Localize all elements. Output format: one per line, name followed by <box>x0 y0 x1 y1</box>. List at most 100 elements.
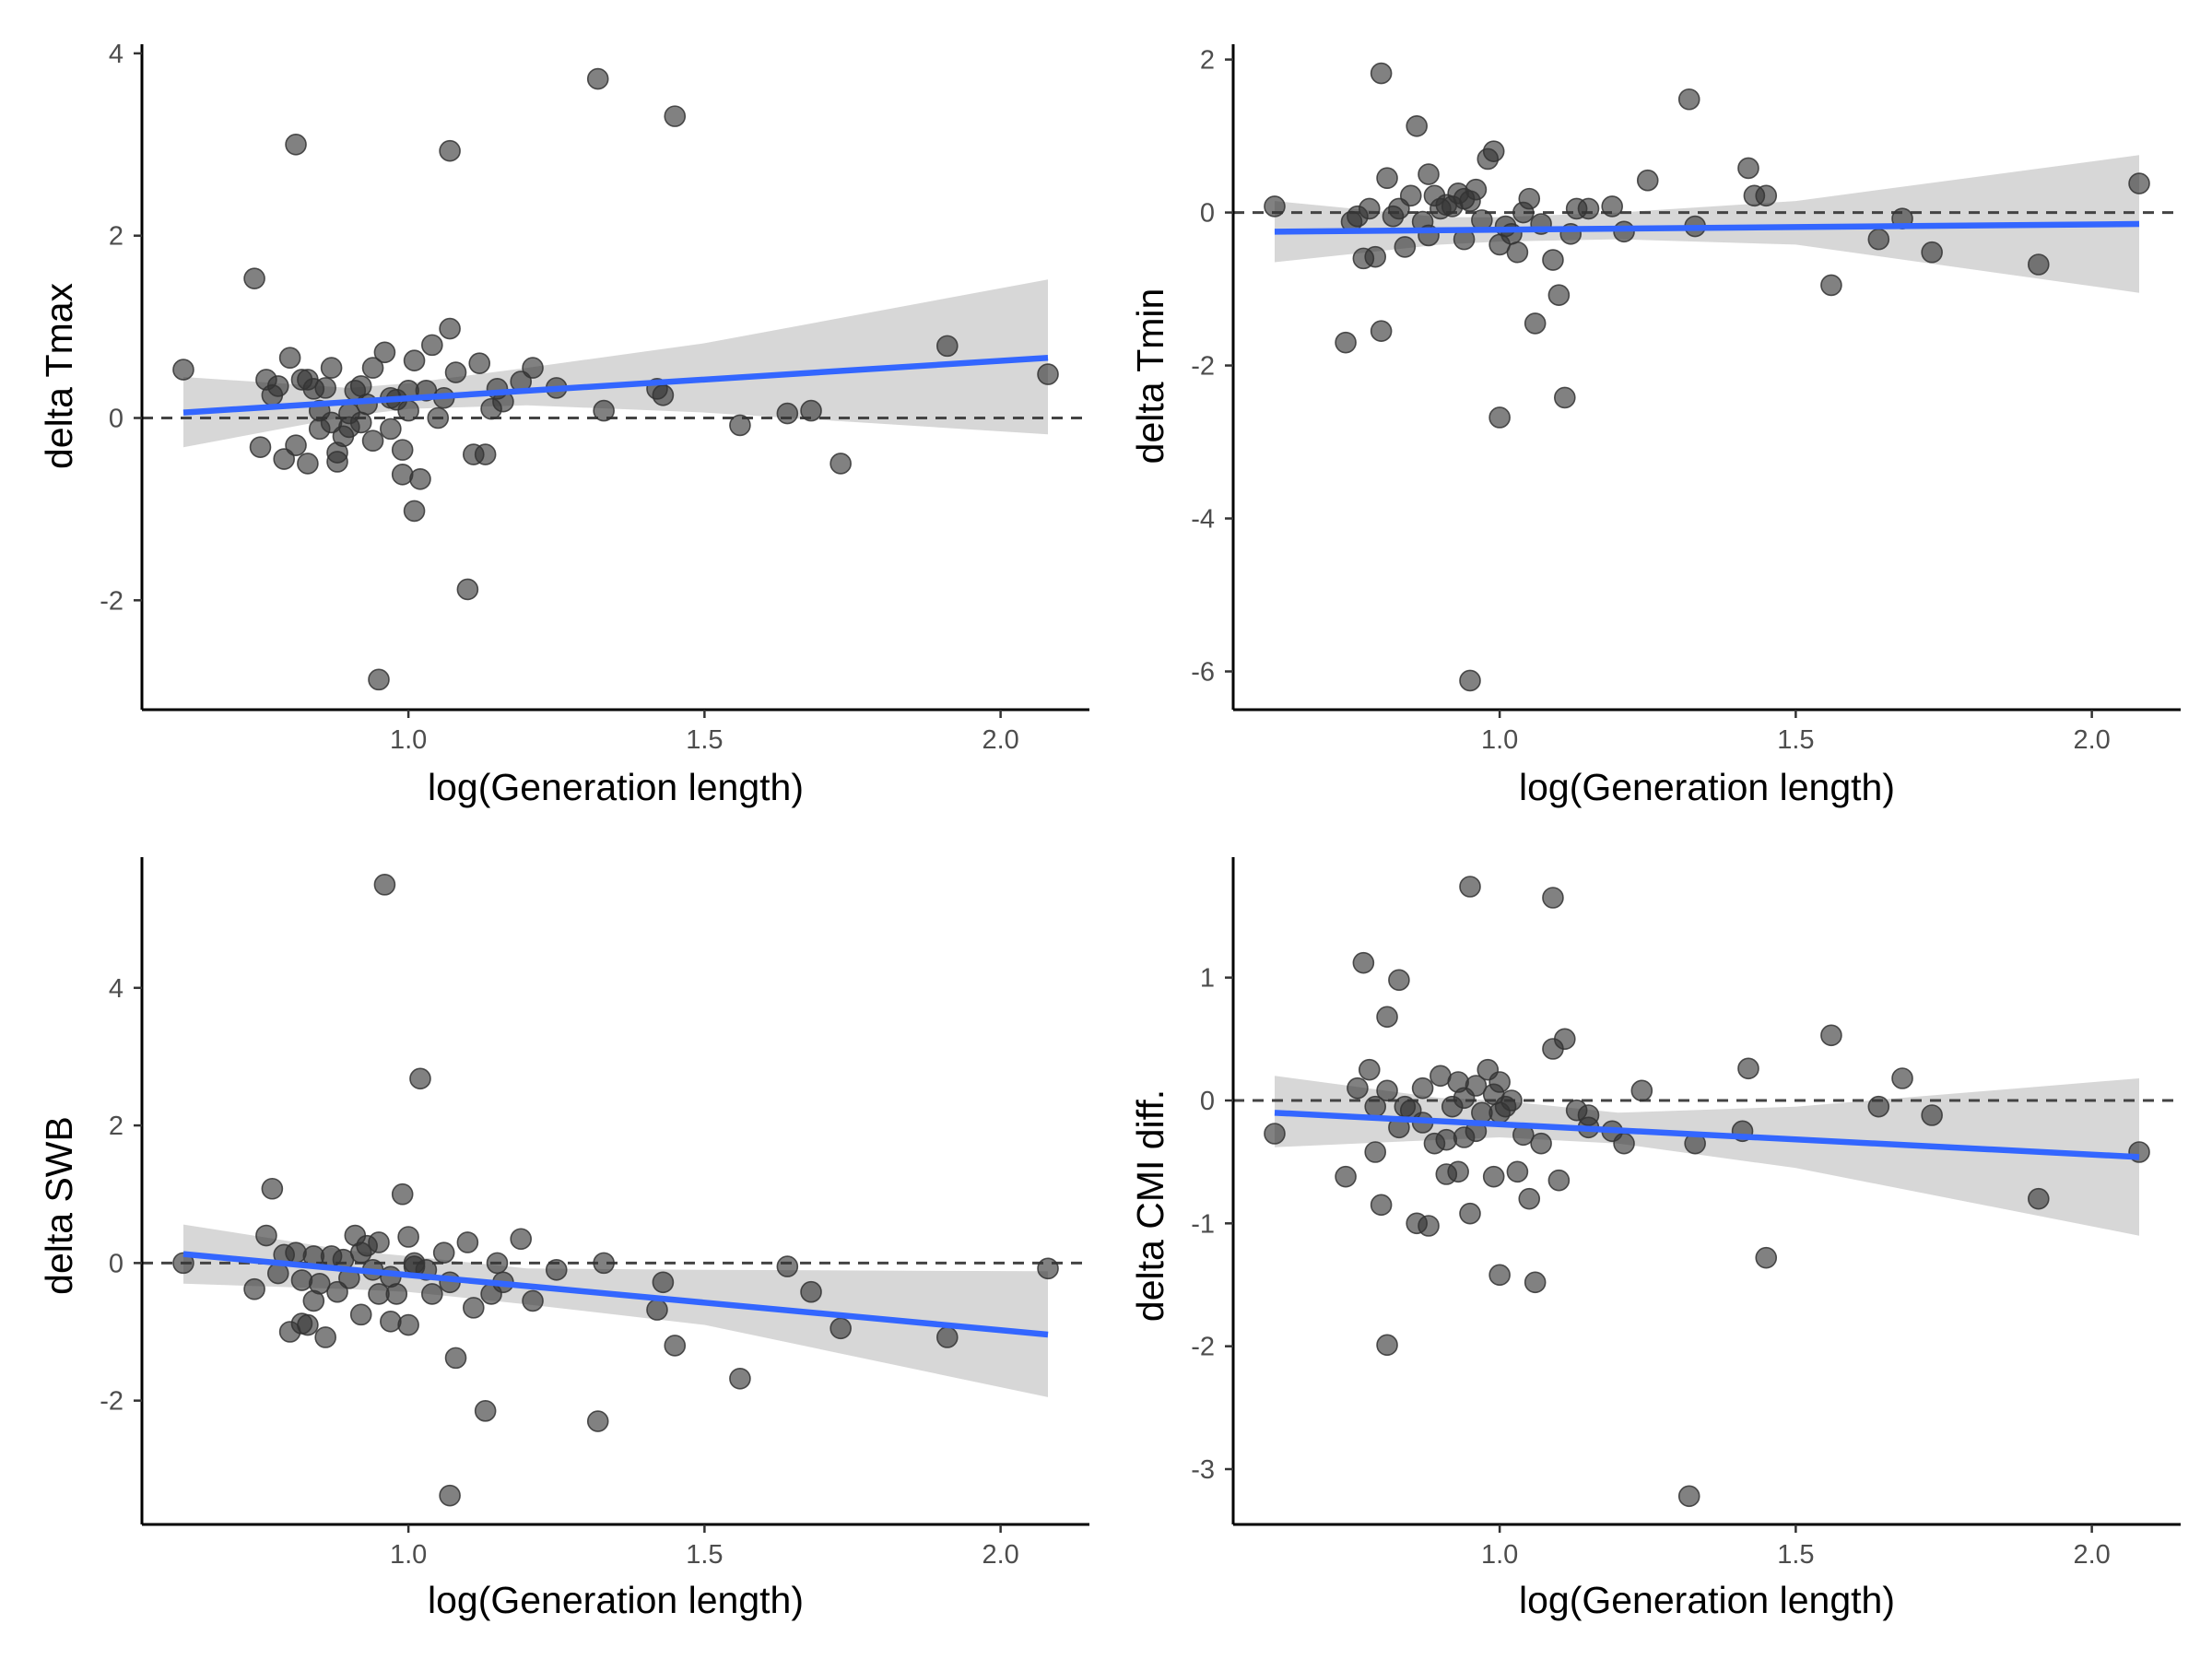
data-point <box>1352 951 1375 974</box>
x-tick-label: 1.5 <box>686 1540 723 1570</box>
data-point <box>936 1326 959 1348</box>
y-tick-label: 4 <box>109 40 124 69</box>
y-tick-label: -2 <box>100 586 124 616</box>
data-point <box>776 1255 799 1277</box>
data-point <box>1347 1077 1369 1100</box>
data-point <box>326 1280 348 1303</box>
data-point <box>1394 236 1417 258</box>
y-tick-label: 0 <box>1200 199 1215 229</box>
data-point <box>1867 1095 1890 1118</box>
data-point <box>1506 1160 1529 1183</box>
data-point <box>1376 1334 1398 1357</box>
data-point <box>391 1182 414 1206</box>
data-point <box>439 1484 461 1507</box>
y-tick-label: 4 <box>109 974 124 1004</box>
data-point <box>380 418 402 441</box>
data-point <box>1376 1006 1398 1029</box>
data-point <box>368 668 390 691</box>
x-tick-label: 1.5 <box>1777 1540 1814 1570</box>
data-point <box>397 1313 419 1336</box>
data-point <box>326 451 348 473</box>
data-point <box>1364 245 1386 268</box>
data-point <box>397 1226 419 1248</box>
data-point <box>1406 114 1428 137</box>
data-point <box>444 1347 467 1370</box>
data-point <box>403 500 426 523</box>
data-point <box>1613 220 1635 243</box>
data-point <box>172 1252 194 1275</box>
data-point <box>522 1289 544 1312</box>
x-axis-title: log(Generation length) <box>1519 1579 1895 1621</box>
data-point <box>1737 1057 1759 1080</box>
data-point <box>474 1400 497 1422</box>
data-point <box>439 139 461 162</box>
data-point <box>361 357 384 379</box>
data-point <box>1482 1165 1505 1188</box>
data-point <box>349 411 372 434</box>
data-point <box>403 349 426 371</box>
data-point <box>830 453 852 475</box>
data-point <box>409 1067 431 1090</box>
panel-delta-tmin: delta Tmin log(Generation length) -6 -4 -2… <box>1129 44 2181 808</box>
data-point <box>427 406 450 429</box>
data-point <box>729 414 751 437</box>
x-axis-title: log(Generation length) <box>428 1579 804 1621</box>
x-tick-label: 1.5 <box>686 725 723 755</box>
y-tick-label: -1 <box>1191 1209 1215 1239</box>
confidence-ribbon <box>183 1224 1048 1397</box>
data-point <box>444 361 467 383</box>
data-point <box>1636 169 1659 192</box>
y-tick-label: 0 <box>109 1249 124 1278</box>
data-point <box>421 334 443 357</box>
data-point <box>1465 1075 1488 1097</box>
data-point <box>1388 969 1410 992</box>
data-point <box>593 399 615 422</box>
data-point <box>2028 253 2050 276</box>
data-point <box>278 347 301 370</box>
y-tick-label: 2 <box>109 1112 124 1141</box>
data-point <box>2128 172 2150 194</box>
data-point <box>243 1277 265 1300</box>
data-point <box>1601 195 1623 218</box>
data-point <box>349 375 372 397</box>
y-tick-label: -2 <box>100 1387 124 1417</box>
y-axis-title: delta CMI diff. <box>1129 1089 1171 1322</box>
data-point <box>285 1241 307 1264</box>
x-tick-label: 1.0 <box>1481 725 1518 755</box>
x-tick-label: 1.0 <box>1481 1540 1518 1570</box>
data-point <box>1524 312 1547 335</box>
data-point <box>1447 1160 1469 1183</box>
data-point <box>1376 1079 1398 1102</box>
data-point <box>1506 241 1529 264</box>
regression-line <box>182 354 1049 416</box>
data-point <box>1435 1128 1458 1151</box>
data-point <box>522 357 544 379</box>
data-point <box>1755 184 1778 207</box>
data-point <box>1465 178 1488 201</box>
x-tick-label: 1.0 <box>390 1540 427 1570</box>
data-point <box>261 1177 284 1200</box>
data-point <box>421 1283 443 1305</box>
data-point <box>285 133 307 156</box>
data-point <box>1037 1257 1059 1280</box>
data-point <box>391 439 414 461</box>
regression-line <box>1274 220 2140 235</box>
x-tick-label: 2.0 <box>2073 1540 2110 1570</box>
data-point <box>1459 669 1481 692</box>
data-point <box>486 1252 509 1275</box>
data-point <box>255 1224 277 1247</box>
data-point <box>373 341 396 364</box>
data-point <box>1488 406 1511 429</box>
data-point <box>314 1326 336 1348</box>
data-point <box>936 335 959 358</box>
data-point <box>1335 331 1357 354</box>
data-point <box>1677 88 1700 111</box>
data-point <box>664 105 687 127</box>
y-tick-label: 2 <box>109 222 124 252</box>
panel-delta-swb: delta SWB log(Generation length) -2 0 2 4 1.… <box>38 857 1089 1621</box>
data-point <box>1518 187 1541 210</box>
data-point <box>830 1317 852 1340</box>
data-point <box>1737 157 1759 180</box>
